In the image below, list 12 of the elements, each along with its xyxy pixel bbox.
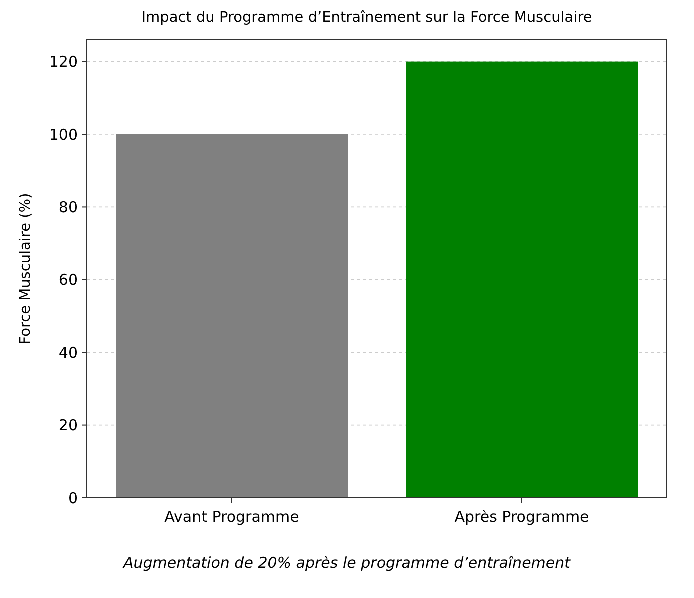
y-tick-label: 20 [58,416,78,435]
y-tick-label: 60 [58,271,78,290]
x-tick-label: Avant Programme [164,508,300,526]
y-tick-label: 80 [58,198,78,216]
y-axis-title: Force Musculaire (%) [18,193,34,345]
y-tick-label: 40 [58,344,78,362]
text: Augmentation de 20% après le programme d’entraînement [122,554,572,572]
y-tick-label: 100 [49,126,78,144]
chart-title: Impact du Programme d’Entraînement sur la Force Musculaire [142,10,592,26]
y-tick-label: 0 [68,489,78,508]
y-tick-label: 120 [49,53,78,72]
x-tick-label: Après Programme [454,508,590,526]
